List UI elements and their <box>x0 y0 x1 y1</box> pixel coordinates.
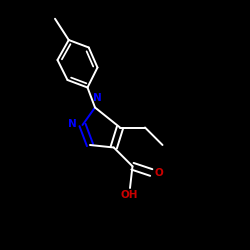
Text: O: O <box>155 168 164 177</box>
Text: OH: OH <box>120 190 138 200</box>
Text: N: N <box>93 93 102 103</box>
Text: N: N <box>68 119 76 129</box>
